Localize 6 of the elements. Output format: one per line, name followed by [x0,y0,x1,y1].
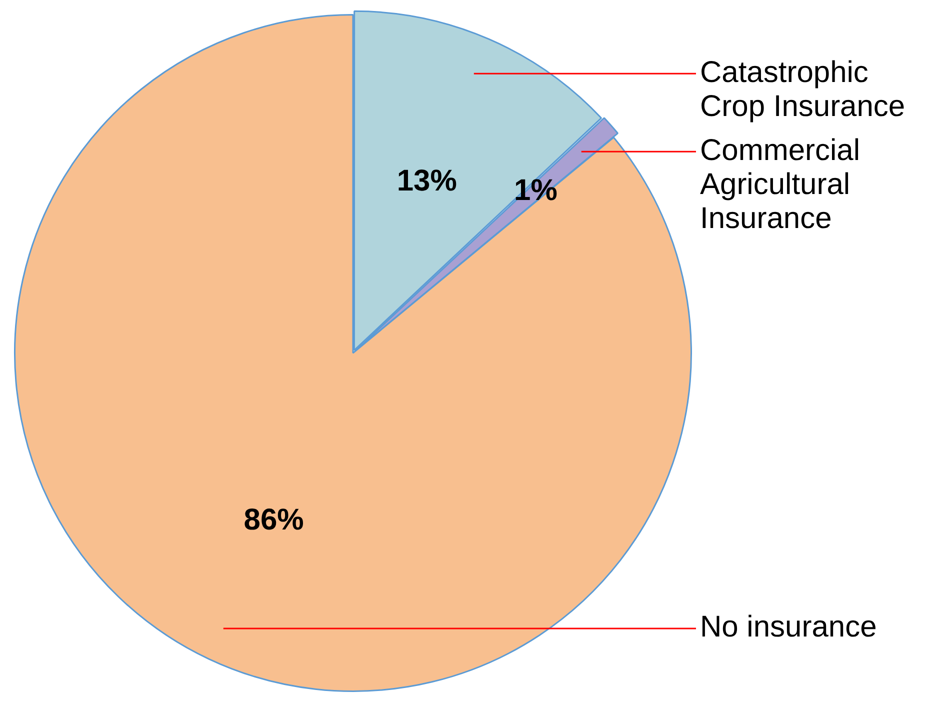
slice-label: Commercial Agricultural Insurance [700,134,860,235]
data-label: 1% [514,174,558,208]
slice-label: No insurance [700,610,877,644]
data-label: 86% [244,504,304,537]
slice-label: Catastrophic Crop Insurance [700,56,906,123]
data-label: 13% [396,164,457,198]
